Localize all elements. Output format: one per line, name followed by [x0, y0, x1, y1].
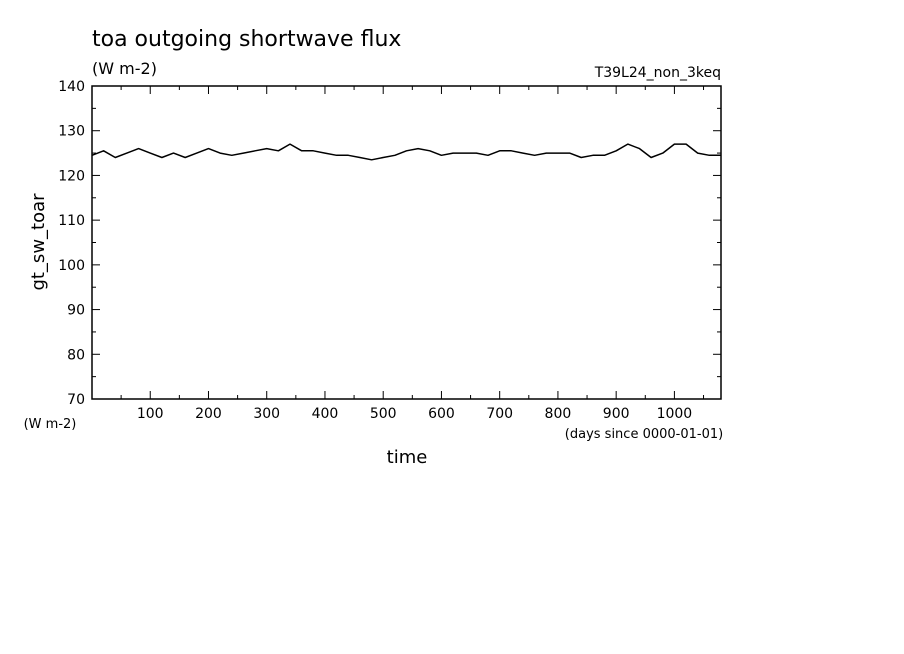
- x-tick-label: 800: [545, 406, 572, 422]
- x-tick-labels: 100 200 300 400 500 600 700 800 900 1000: [137, 406, 692, 422]
- y-axis-units: (W m-2): [24, 417, 77, 432]
- y-tick-label: 100: [58, 258, 85, 274]
- y-tick-label: 130: [58, 124, 85, 140]
- x-tick-label: 1000: [657, 406, 693, 422]
- x-tick-label: 500: [370, 406, 397, 422]
- x-tick-label: 700: [486, 406, 513, 422]
- x-tick-label: 900: [603, 406, 630, 422]
- x-axis-units: (days since 0000-01-01): [565, 427, 723, 442]
- series-line-gt-sw-toar: [91, 143, 721, 161]
- chart-subtitle-units: (W m-2): [92, 59, 157, 78]
- y-tick-labels: 140 130 120 110 100 90 80 70: [58, 79, 85, 408]
- x-tick-label: 200: [195, 406, 222, 422]
- x-tick-label: 100: [137, 406, 164, 422]
- y-tick-label: 90: [67, 303, 85, 319]
- y-tick-label: 140: [58, 79, 85, 95]
- x-tick-label: 400: [312, 406, 339, 422]
- y-tick-label: 120: [58, 168, 85, 184]
- y-axis-label: gt_sw_toar: [28, 193, 49, 291]
- x-tick-label: 300: [253, 406, 280, 422]
- y-tick-label: 80: [67, 347, 85, 363]
- y-tick-label: 110: [58, 213, 85, 229]
- x-tick-label: 600: [428, 406, 455, 422]
- axis-ticks: [92, 85, 721, 400]
- x-axis-label: time: [387, 447, 428, 468]
- chart-title: toa outgoing shortwave flux: [92, 27, 401, 52]
- y-tick-label: 70: [67, 392, 85, 408]
- plot-frame: [91, 85, 722, 400]
- run-label: T39L24_non_3keq: [594, 65, 721, 81]
